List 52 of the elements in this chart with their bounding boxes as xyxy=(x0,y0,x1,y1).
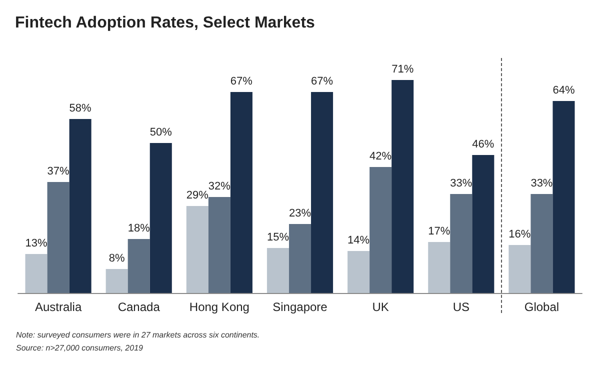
bar xyxy=(530,194,553,293)
bar xyxy=(69,119,92,293)
bar xyxy=(47,182,70,293)
bar xyxy=(392,80,414,293)
source-note: Source: n>27,000 consumers, 2019 xyxy=(16,344,144,352)
bar xyxy=(450,194,472,293)
bar xyxy=(472,155,494,293)
bar xyxy=(128,239,150,293)
bar xyxy=(230,92,252,293)
data-label: 46% xyxy=(472,138,494,150)
data-label: 13% xyxy=(25,238,48,250)
x-tick-label: Australia xyxy=(34,300,82,314)
bar xyxy=(150,143,172,293)
bar xyxy=(348,251,370,293)
bar xyxy=(106,269,128,293)
data-label: 32% xyxy=(208,180,231,192)
data-label: 8% xyxy=(108,252,125,264)
x-tick-label: Singapore xyxy=(272,300,328,314)
data-label: 50% xyxy=(150,126,172,138)
bar xyxy=(428,242,450,293)
x-tick-label: US xyxy=(452,300,470,314)
bar xyxy=(186,206,208,293)
data-label: 15% xyxy=(266,232,290,244)
data-label: 67% xyxy=(230,76,253,88)
data-label: 33% xyxy=(450,178,472,190)
bar xyxy=(508,245,531,293)
x-tick-label: Canada xyxy=(118,300,160,314)
bar xyxy=(208,197,230,293)
data-label: 42% xyxy=(370,150,392,162)
text: Note: surveyed consumers were in 27 markets across six continents. xyxy=(16,330,260,340)
bar xyxy=(288,224,312,293)
data-label: 16% xyxy=(508,228,531,240)
data-label: 14% xyxy=(348,234,370,246)
x-tick-label: Global xyxy=(524,300,560,314)
data-label: 37% xyxy=(47,166,70,178)
data-label: 33% xyxy=(530,178,553,190)
chart-title: Fintech Adoption Rates, Select Markets xyxy=(15,14,316,32)
data-label: 71% xyxy=(392,64,414,76)
x-tick-label: Hong Kong xyxy=(189,300,250,314)
bar xyxy=(25,254,48,293)
data-label: 29% xyxy=(186,190,209,202)
x-tick-label: UK xyxy=(372,300,389,314)
data-label: 58% xyxy=(69,102,92,114)
data-label: 17% xyxy=(428,226,450,238)
data-label: 18% xyxy=(128,222,150,234)
data-label: 23% xyxy=(288,208,312,220)
data-label: 64% xyxy=(552,84,575,96)
bar xyxy=(311,92,334,293)
bar xyxy=(370,167,392,293)
bar xyxy=(266,248,289,293)
bar xyxy=(552,101,575,293)
data-label: 67% xyxy=(311,76,334,88)
